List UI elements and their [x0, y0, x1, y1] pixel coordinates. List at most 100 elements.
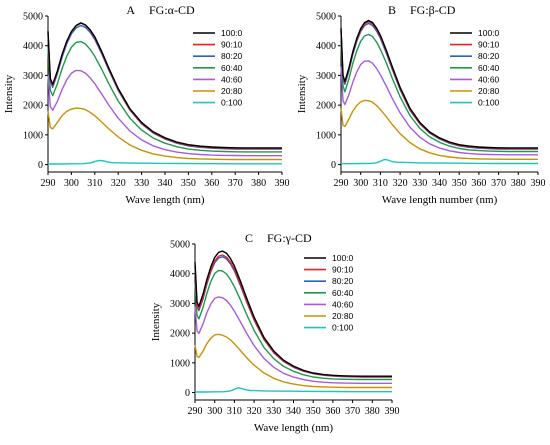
- y-tick-label: 1000: [23, 130, 43, 141]
- x-tick-label: 330: [412, 178, 427, 189]
- y-axis-label: Intensity: [150, 302, 162, 341]
- x-tick-label: 390: [531, 178, 546, 189]
- panel-title: FG:α-CD: [149, 3, 195, 17]
- x-tick-label: 290: [41, 178, 56, 189]
- y-tick-label: 3000: [23, 71, 43, 82]
- y-tick-label: 4000: [170, 269, 190, 280]
- legend-label: 60:40: [221, 63, 243, 73]
- y-tick-label: 4000: [23, 41, 43, 52]
- x-tick-label: 380: [511, 178, 526, 189]
- series-line-0-100: [341, 158, 538, 165]
- x-tick-label: 320: [111, 178, 126, 189]
- x-tick-label: 310: [227, 406, 242, 417]
- y-tick-label: 4000: [316, 41, 336, 52]
- x-axis-label: Wave length (nm): [254, 422, 333, 434]
- series-line-100-0: [47, 22, 282, 149]
- legend-label: 0:100: [332, 323, 354, 333]
- series-line-0-100: [48, 159, 282, 165]
- panel-letter: A: [126, 3, 135, 17]
- series-line-100-0: [194, 250, 392, 377]
- y-tick-label: 2000: [23, 101, 43, 112]
- x-tick-label: 390: [275, 178, 290, 189]
- x-tick-label: 380: [251, 178, 266, 189]
- legend-label: 20:80: [221, 86, 243, 96]
- series-line-40-60: [340, 60, 538, 156]
- x-tick-label: 350: [181, 178, 196, 189]
- x-tick-label: 380: [365, 406, 380, 417]
- panel-a: 0 1000 2000 3000 4000 5000 290 300 310 320 330 340 3…: [3, 3, 290, 206]
- panel-c: 0 1000 2000 3000 4000 5000 290 300 310 320 330 340 3…: [150, 231, 400, 434]
- y-tick-label: 3000: [316, 71, 336, 82]
- series-line-100-0: [340, 19, 538, 149]
- y-axis-label: Intensity: [3, 74, 15, 113]
- series-line-60-40: [47, 40, 282, 153]
- legend-label: 80:20: [478, 51, 500, 61]
- legend-label: 80:20: [221, 51, 243, 61]
- legend-label: 100:0: [332, 253, 354, 263]
- legend-label: 60:40: [478, 63, 500, 73]
- series-line-40-60: [47, 69, 282, 157]
- legend-label: 0:100: [221, 98, 243, 108]
- legend-label: 90:10: [332, 265, 354, 275]
- series-line-80-20: [340, 22, 538, 150]
- legend-label: 100:0: [478, 28, 500, 38]
- series-line-80-20: [194, 256, 392, 378]
- x-tick-label: 310: [87, 178, 102, 189]
- y-tick-label: 3000: [170, 299, 190, 310]
- series-line-90-10: [340, 20, 538, 150]
- series-line-20-80: [340, 99, 538, 161]
- series-line-60-40: [194, 269, 392, 381]
- x-tick-label: 330: [134, 178, 149, 189]
- x-tick-label: 330: [266, 406, 281, 417]
- series-line-80-20: [47, 24, 282, 150]
- x-tick-label: 340: [286, 406, 301, 417]
- series-line-20-80: [194, 333, 392, 389]
- x-tick-label: 340: [432, 178, 447, 189]
- x-tick-label: 300: [353, 178, 368, 189]
- panel-letter: C: [245, 231, 253, 245]
- y-tick-label: 5000: [170, 240, 190, 251]
- legend-label: 60:40: [332, 288, 354, 298]
- panel-b: 0 1000 2000 3000 4000 5000 290 300 310 320 330 340 3…: [296, 3, 546, 206]
- x-tick-label: 390: [385, 406, 400, 417]
- x-axis-label: Wave length number (nm): [382, 194, 498, 206]
- x-axis-label: Wave length (nm): [125, 194, 204, 206]
- y-tick-label: 1000: [170, 358, 190, 369]
- y-tick-label: 0: [38, 160, 43, 171]
- x-tick-label: 360: [204, 178, 219, 189]
- x-tick-label: 290: [334, 178, 349, 189]
- x-tick-label: 310: [373, 178, 388, 189]
- x-tick-label: 370: [228, 178, 243, 189]
- y-tick-label: 2000: [170, 329, 190, 340]
- legend-label: 20:80: [478, 86, 500, 96]
- series-line-20-80: [47, 107, 282, 161]
- legend-label: 80:20: [332, 276, 354, 286]
- panel-title: FG:β-CD: [410, 3, 456, 17]
- panel-title: FG:γ-CD: [267, 231, 312, 245]
- series-line-40-60: [194, 296, 392, 384]
- x-tick-label: 370: [491, 178, 506, 189]
- x-tick-label: 320: [247, 406, 262, 417]
- x-tick-label: 290: [188, 406, 203, 417]
- series-line-90-10: [47, 22, 282, 150]
- legend-label: 40:60: [332, 299, 354, 309]
- x-tick-label: 300: [64, 178, 79, 189]
- x-tick-label: 360: [471, 178, 486, 189]
- y-tick-label: 5000: [316, 12, 336, 23]
- x-tick-label: 360: [325, 406, 340, 417]
- y-axis-label: Intensity: [296, 74, 308, 113]
- series-line-60-40: [340, 33, 538, 153]
- x-tick-label: 350: [452, 178, 467, 189]
- legend-label: 40:60: [478, 74, 500, 84]
- legend-label: 100:0: [221, 28, 243, 38]
- series-line-0-100: [195, 387, 392, 393]
- legend-label: 40:60: [221, 74, 243, 84]
- x-tick-label: 300: [207, 406, 222, 417]
- x-tick-label: 350: [306, 406, 321, 417]
- x-tick-label: 340: [158, 178, 173, 189]
- y-tick-label: 0: [331, 160, 336, 171]
- legend-label: 20:80: [332, 311, 354, 321]
- y-tick-label: 0: [185, 388, 190, 399]
